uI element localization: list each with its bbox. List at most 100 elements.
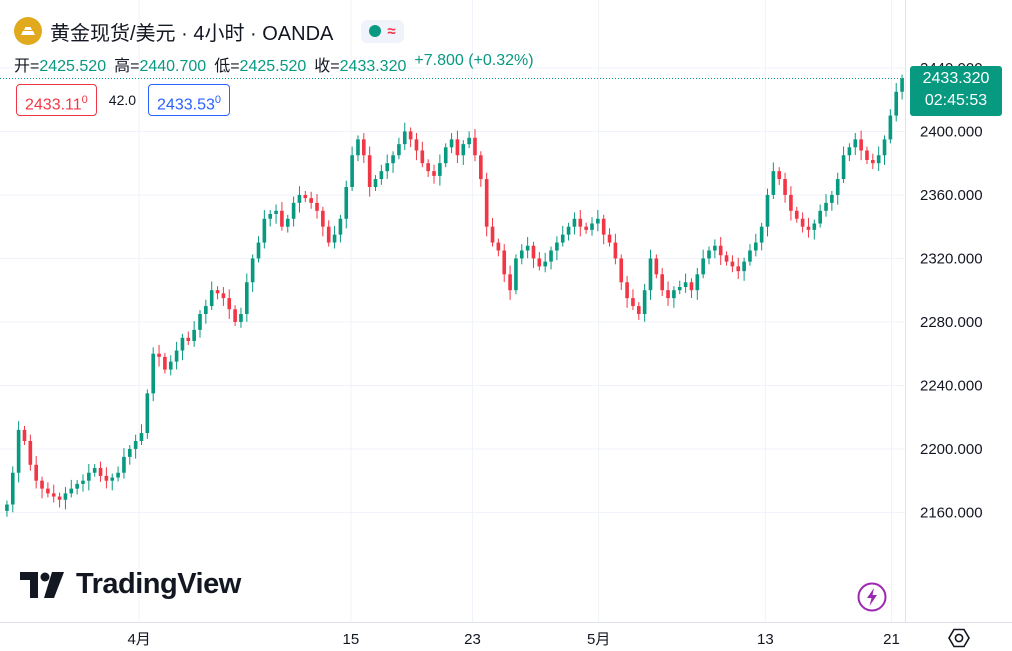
candle-body (806, 226, 811, 230)
x-tick-label: 4月 (127, 631, 150, 648)
candle-body (104, 475, 109, 481)
candle-body (771, 171, 776, 195)
candle-body (186, 337, 191, 341)
candle-body (800, 218, 805, 227)
y-tick-label: 2320.000 (920, 250, 983, 267)
candle-body (420, 150, 425, 164)
y-tick-label: 2160.000 (920, 504, 983, 521)
candle-body (619, 258, 624, 283)
candle-body (75, 483, 79, 489)
close-label: 收= (314, 58, 340, 75)
candle-body (496, 242, 501, 251)
candle-body (824, 202, 828, 211)
candle-body (321, 210, 325, 227)
chart-header: 黄金现货/美元 · 4小时 · OANDA ≈ (14, 14, 404, 48)
x-tick-label: 23 (464, 631, 481, 648)
y-tick-label: 2400.000 (920, 123, 983, 140)
candle-body (309, 198, 313, 203)
ohlc-legend: 开=2425.520 高=2440.700 低=2425.520 收=2433.… (14, 52, 534, 76)
low-value: 2425.520 (239, 58, 307, 75)
candle-body (81, 480, 85, 484)
candle-body (438, 163, 442, 176)
candle-body (473, 137, 477, 156)
x-tick-label: 21 (883, 631, 900, 648)
last-price-tag: 2433.320 02:45:53 (910, 66, 1002, 116)
candle-body (531, 245, 536, 259)
candle-body (701, 258, 705, 275)
candle-body (209, 290, 214, 307)
candle-body (830, 194, 834, 203)
last-price-value: 2433.320 (922, 70, 990, 87)
settings-icon[interactable] (948, 627, 970, 649)
candle-body (291, 202, 296, 219)
close-value: 2433.320 (339, 58, 407, 75)
candle-body (385, 163, 390, 172)
candle-body (151, 353, 156, 394)
high-label: 高= (114, 58, 140, 75)
candle-body (5, 504, 9, 511)
candle-body (110, 477, 115, 481)
sell-price-pip: 0 (81, 94, 88, 106)
candle-body (654, 258, 659, 275)
candle-body (432, 171, 436, 176)
candle-body (625, 282, 629, 299)
sell-price: 2433.11 (25, 96, 82, 114)
candle-body (636, 306, 641, 314)
y-tick-label: 2280.000 (920, 314, 983, 331)
candle-body (812, 223, 817, 230)
candle-body (303, 194, 308, 199)
candle-body (367, 155, 372, 187)
candle-body (584, 226, 588, 230)
candle-body (426, 163, 430, 172)
candle-body (748, 250, 752, 262)
candle-body (221, 293, 226, 299)
candle-body (789, 194, 793, 211)
candle-body (876, 155, 881, 164)
candle-body (871, 160, 875, 164)
y-tick-label: 2360.000 (920, 187, 983, 204)
candle-body (22, 429, 27, 441)
sell-button[interactable]: 2433.110 (16, 84, 97, 116)
candle-body (549, 250, 553, 262)
candle-body (98, 467, 103, 476)
candle-body (192, 329, 196, 341)
candle-body (133, 441, 138, 449)
candle-body (835, 179, 840, 195)
symbol-title[interactable]: 黄金现货/美元 · 4小时 · OANDA (50, 22, 334, 45)
quote-panel: 2433.110 42.0 2433.530 (16, 84, 230, 116)
candle-body (198, 314, 202, 330)
low-label: 低= (214, 58, 240, 75)
candle-body (479, 155, 483, 180)
candle-body (900, 78, 904, 92)
candle-body (408, 131, 413, 140)
market-status-pill[interactable]: ≈ (361, 19, 404, 43)
candle-body (753, 242, 758, 251)
flash-icon[interactable] (857, 582, 887, 612)
candle-body (332, 234, 337, 243)
candle-body (508, 274, 512, 291)
candle-body (57, 496, 62, 500)
candle-body (537, 258, 542, 267)
candle-body (631, 298, 635, 307)
candle-body (566, 226, 571, 235)
candle-body (859, 139, 863, 151)
buy-button[interactable]: 2433.530 (148, 84, 230, 116)
candle-body (344, 187, 349, 219)
candle-body (865, 150, 869, 161)
candle-body (285, 218, 290, 227)
candle-body (560, 234, 565, 243)
candle-body (677, 287, 682, 291)
candle-body (777, 171, 782, 180)
candle-body (555, 242, 559, 251)
candle-body (250, 258, 255, 283)
candle-body (601, 218, 606, 235)
candle-body (326, 226, 331, 243)
candle-body (10, 472, 15, 505)
candle-body (350, 155, 354, 187)
candle-body (572, 218, 577, 227)
candle-body (51, 493, 56, 497)
tradingview-logo[interactable]: TradingView (20, 568, 241, 601)
candle-body (373, 179, 378, 187)
buy-price: 2433.53 (157, 96, 215, 114)
